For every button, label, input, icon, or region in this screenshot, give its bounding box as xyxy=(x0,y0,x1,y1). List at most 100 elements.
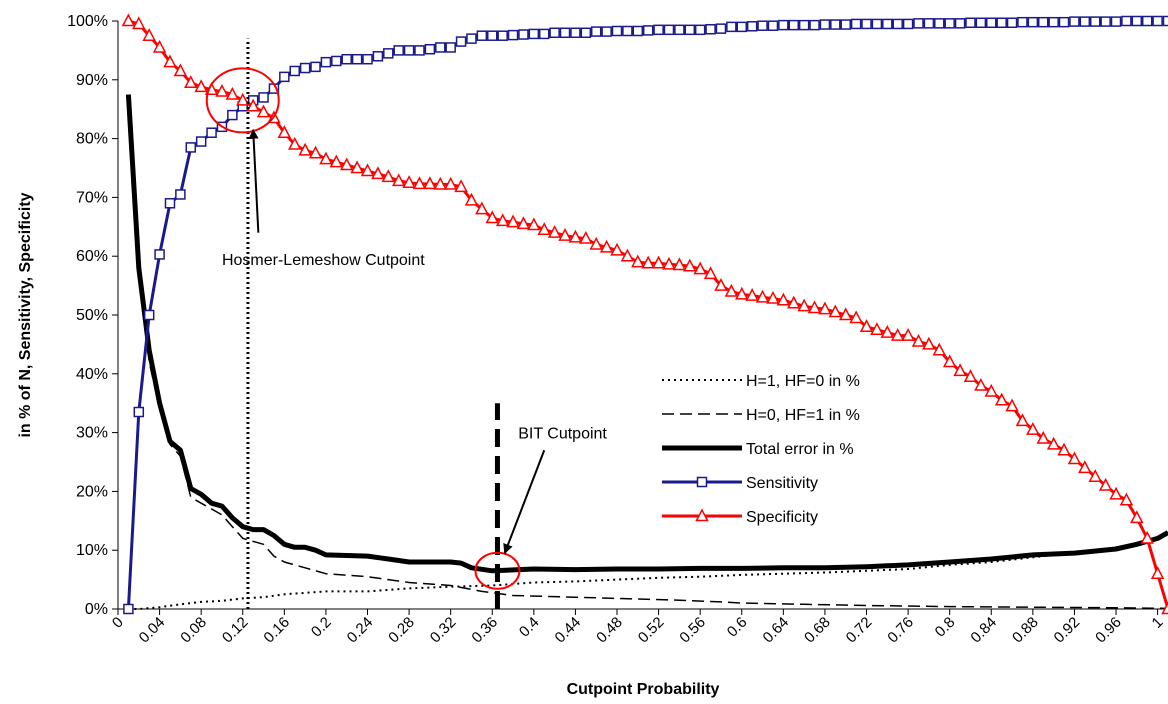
data-point-sensitivity xyxy=(653,24,664,36)
data-point-sensitivity xyxy=(362,53,373,65)
legend-label-h-1-hf-0-in: H=1, HF=0 in % xyxy=(746,373,860,390)
data-point-specificity xyxy=(703,266,718,280)
x-tick-label: 0.28 xyxy=(385,614,418,647)
data-point-specificity xyxy=(1036,430,1050,444)
x-tick-label: 0.6 xyxy=(724,614,751,641)
series-layer xyxy=(121,13,1168,615)
series-line-total-error-in xyxy=(125,94,1168,574)
data-point-specificity xyxy=(849,310,863,324)
data-point-specificity xyxy=(1057,442,1071,456)
data-point-specificity xyxy=(516,216,531,230)
data-point-sensitivity xyxy=(1100,16,1111,27)
data-point-specificity xyxy=(163,54,177,68)
data-point-specificity xyxy=(277,125,292,138)
data-point-specificity xyxy=(683,258,697,272)
x-tick-label: 0.12 xyxy=(219,614,252,647)
data-point-specificity xyxy=(838,307,853,321)
y-tick-label: 50% xyxy=(76,307,108,324)
data-point-sensitivity xyxy=(809,19,820,31)
data-point-specificity xyxy=(1088,469,1102,482)
legend: H=1, HF=0 in % H=0, HF=1 in % Total error … xyxy=(662,373,860,526)
series-sensitivity xyxy=(123,15,1168,615)
data-point-specificity xyxy=(1161,601,1168,615)
data-point-sensitivity xyxy=(975,17,987,29)
data-point-specificity xyxy=(1005,398,1019,412)
data-point-specificity xyxy=(194,79,208,93)
y-tick-label: 90% xyxy=(76,72,108,89)
data-point-sensitivity xyxy=(299,62,311,74)
data-point-sensitivity xyxy=(819,19,831,30)
data-point-specificity xyxy=(495,213,510,227)
y-tick-label: 30% xyxy=(76,425,108,442)
data-point-sensitivity xyxy=(830,19,841,30)
data-point-specificity xyxy=(256,104,271,118)
data-point-sensitivity xyxy=(383,48,394,59)
data-point-specificity xyxy=(932,342,947,356)
data-point-specificity xyxy=(890,327,905,341)
data-point-specificity xyxy=(922,336,936,350)
x-tick-label: 0.84 xyxy=(967,614,1000,647)
data-point-sensitivity xyxy=(871,18,883,30)
data-point-specificity xyxy=(1046,436,1061,450)
series-total-error-in xyxy=(125,94,1168,574)
data-point-specificity xyxy=(942,354,957,368)
data-point-specificity xyxy=(287,136,302,150)
data-point-sensitivity xyxy=(1079,16,1091,27)
data-point-specificity xyxy=(537,222,551,235)
data-point-sensitivity xyxy=(705,23,716,35)
data-point-sensitivity xyxy=(611,25,623,37)
data-point-sensitivity xyxy=(590,26,602,37)
series-line-sensitivity xyxy=(126,19,1168,610)
data-point-specificity xyxy=(236,92,250,106)
data-point-sensitivity xyxy=(258,92,269,103)
data-point-specificity xyxy=(672,257,687,271)
data-point-sensitivity xyxy=(632,25,644,37)
series-line-h-0-hf-1-in xyxy=(127,97,1168,610)
x-tick-label: 0.8 xyxy=(932,614,959,641)
data-point-sensitivity xyxy=(206,127,217,138)
x-tick-label: 0.88 xyxy=(1009,614,1042,647)
data-point-sensitivity xyxy=(331,55,342,67)
y-axis-title: in % of N, Sensitivity, Specificity xyxy=(17,192,34,437)
data-point-specificity xyxy=(724,283,739,297)
data-point-specificity xyxy=(173,63,188,77)
legend-label-specificity: Specificity xyxy=(746,509,818,526)
x-tick-label: 0 xyxy=(109,614,127,632)
data-point-sensitivity xyxy=(1017,16,1028,28)
data-point-sensitivity xyxy=(684,24,696,36)
data-point-sensitivity xyxy=(414,45,425,56)
data-point-sensitivity xyxy=(549,27,560,39)
data-point-sensitivity xyxy=(133,406,145,418)
data-point-sensitivity xyxy=(487,30,498,41)
data-point-sensitivity xyxy=(518,29,529,40)
data-point-sensitivity xyxy=(227,109,238,121)
data-point-specificity xyxy=(1015,413,1030,427)
legend-label-total-error-in: Total error in % xyxy=(746,441,854,458)
data-point-specificity xyxy=(184,75,198,88)
data-point-specificity xyxy=(911,333,926,347)
data-point-specificity xyxy=(807,300,822,314)
data-point-sensitivity xyxy=(1110,16,1122,27)
x-tick-label: 0.64 xyxy=(760,614,793,647)
data-point-sensitivity xyxy=(341,53,352,65)
bit-highlight-circle xyxy=(474,551,521,590)
x-tick-label: 0.4 xyxy=(516,614,543,641)
data-point-specificity xyxy=(787,295,801,309)
data-point-sensitivity xyxy=(154,249,165,260)
data-point-sensitivity xyxy=(1131,15,1143,27)
data-point-specificity xyxy=(298,142,312,156)
legend-item-h-0-hf-1-in: H=0, HF=1 in % xyxy=(662,407,860,424)
data-point-sensitivity xyxy=(663,24,675,36)
hosmer-lemeshow-arrow xyxy=(248,128,260,233)
data-point-specificity xyxy=(766,290,780,304)
data-point-sensitivity xyxy=(455,36,467,47)
data-point-sensitivity xyxy=(289,65,300,77)
x-tick-label: 1 xyxy=(1149,614,1167,632)
data-point-specificity xyxy=(1098,477,1113,491)
legend-item-specificity: Specificity xyxy=(662,508,818,526)
data-point-specificity xyxy=(818,301,832,315)
data-point-sensitivity xyxy=(954,18,966,29)
data-point-sensitivity xyxy=(996,17,1007,29)
data-point-specificity xyxy=(579,230,593,244)
data-point-sensitivity xyxy=(622,25,633,37)
